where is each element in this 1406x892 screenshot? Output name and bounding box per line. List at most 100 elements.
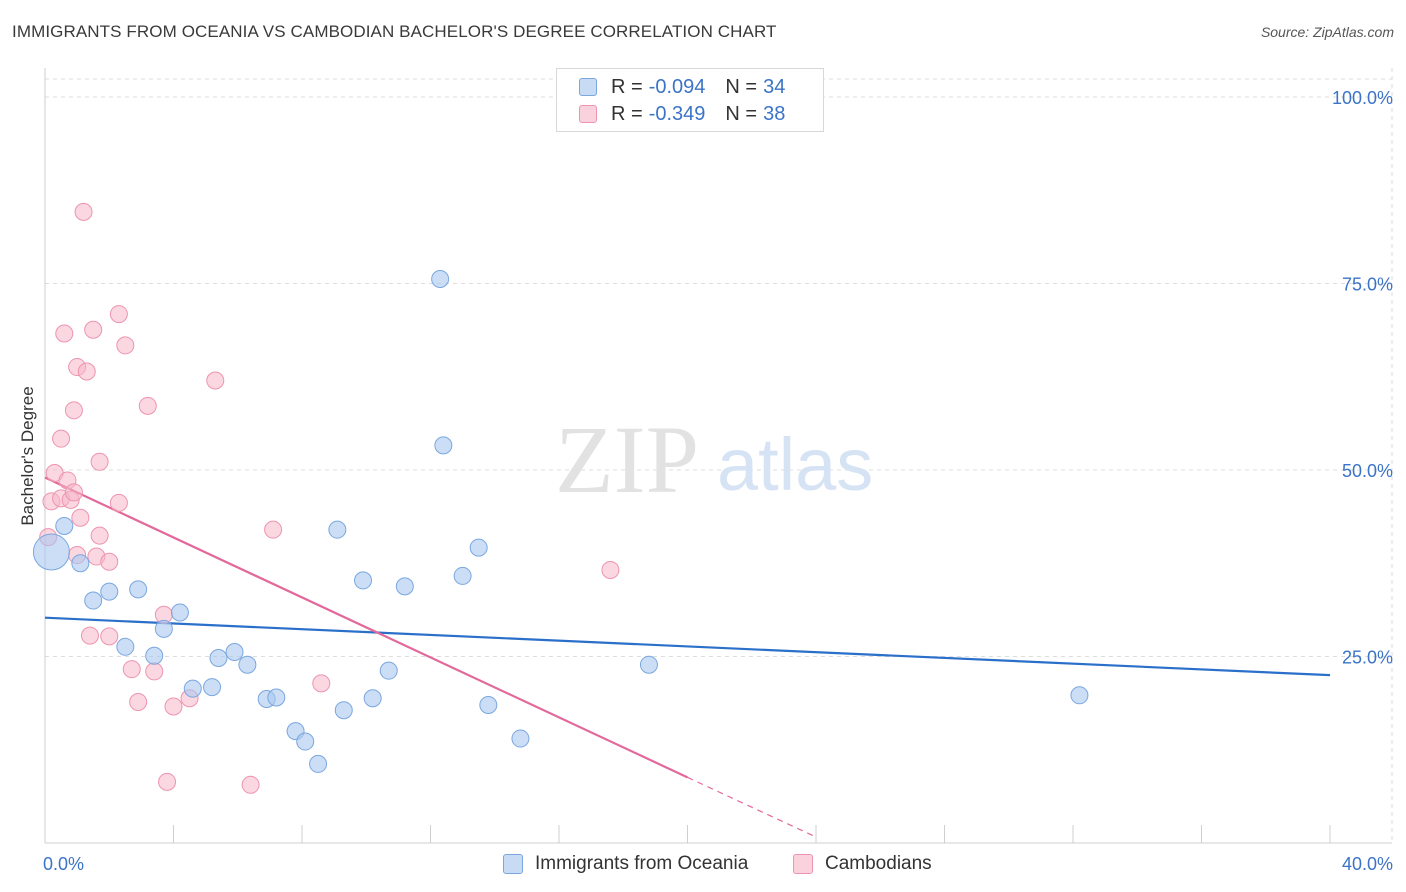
data-point-oceania <box>116 637 135 656</box>
data-point-oceania <box>639 655 658 674</box>
cambodians-points <box>39 202 620 794</box>
data-point-cambodians <box>64 483 83 502</box>
data-point-cambodians <box>164 697 183 716</box>
data-point-cambodians <box>100 627 119 646</box>
data-point-oceania <box>309 754 328 773</box>
trend-line-cambodians <box>44 476 688 779</box>
data-point-cambodians <box>71 508 90 527</box>
trend-lines <box>44 476 1331 838</box>
trend-line-oceania <box>44 616 1331 677</box>
data-point-oceania <box>170 603 189 622</box>
data-point-cambodians <box>241 775 260 794</box>
data-point-cambodians <box>116 336 135 355</box>
legend-n-label: N = <box>725 75 758 98</box>
data-point-cambodians <box>80 626 99 645</box>
legend-row-oceania: R = -0.094 N = 34 <box>579 74 785 100</box>
bottom-legend-swatch-cambodians <box>793 854 813 874</box>
data-point-cambodians <box>312 674 331 693</box>
legend-row-cambodians: R = -0.349 N = 38 <box>579 101 785 127</box>
data-point-cambodians <box>129 693 148 712</box>
data-point-oceania <box>328 520 347 539</box>
data-point-oceania <box>379 661 398 680</box>
data-point-oceania <box>354 571 373 590</box>
data-point-cambodians <box>145 662 164 681</box>
legend-n-value: 34 <box>763 75 786 98</box>
data-point-oceania <box>1070 686 1089 705</box>
data-point-oceania <box>479 695 498 714</box>
data-point-oceania <box>71 554 90 573</box>
data-point-oceania <box>183 679 202 698</box>
data-point-oceania <box>203 678 222 697</box>
legend-n-label: N = <box>725 102 758 125</box>
data-point-oceania <box>267 688 286 707</box>
legend-n-value: 38 <box>763 102 786 125</box>
data-point-cambodians <box>264 520 283 539</box>
data-point-oceania <box>145 646 164 665</box>
stats-legend: R = -0.094 N = 34 R = -0.349 N = 38 <box>556 68 824 132</box>
data-point-cambodians <box>90 452 109 471</box>
data-point-oceania <box>84 591 103 610</box>
legend-swatch-cambodians <box>579 105 597 123</box>
y-tick-label: 50.0% <box>1342 461 1393 481</box>
chart-source: Source: ZipAtlas.com <box>1260 24 1394 40</box>
legend-swatch-oceania <box>579 78 597 96</box>
bottom-legend-label-oceania: Immigrants from Oceania <box>535 853 749 874</box>
y-tick-label: 25.0% <box>1342 648 1393 668</box>
data-point-oceania <box>434 436 453 455</box>
y-tick-label: 100.0% <box>1332 88 1393 108</box>
data-point-cambodians <box>77 362 96 381</box>
bottom-legend-label-cambodians: Cambodians <box>825 853 932 874</box>
x-tick-label: 0.0% <box>43 854 84 874</box>
data-point-oceania <box>55 516 74 535</box>
bottom-legend-swatch-oceania <box>503 854 523 874</box>
data-point-cambodians <box>74 202 93 221</box>
tick-labels: 25.0% 50.0% 75.0% 100.0% 0.0% 40.0% <box>43 88 1393 874</box>
data-point-cambodians <box>138 396 157 415</box>
data-point-cambodians <box>158 772 177 791</box>
x-tick-label: 40.0% <box>1342 854 1393 874</box>
data-point-oceania <box>395 577 414 596</box>
watermark-zip: ZIP <box>555 406 699 513</box>
y-axis-label: Bachelor's Degree <box>18 386 37 525</box>
data-point-cambodians <box>100 552 119 571</box>
chart-title: IMMIGRANTS FROM OCEANIA VS CAMBODIAN BAC… <box>12 22 777 41</box>
watermark-atlas: atlas <box>717 423 873 506</box>
oceania-points <box>32 270 1089 773</box>
data-point-oceania <box>154 619 173 638</box>
data-point-oceania <box>129 580 148 599</box>
data-point-oceania <box>209 648 228 667</box>
data-point-cambodians <box>601 560 620 579</box>
data-point-cambodians <box>122 660 141 679</box>
legend-r-value: -0.349 <box>648 102 706 125</box>
data-point-cambodians <box>55 324 74 343</box>
data-point-oceania <box>453 566 472 585</box>
grid-lines <box>45 68 1393 843</box>
legend-r-label: R = <box>611 75 643 98</box>
data-point-oceania <box>511 729 530 748</box>
data-point-oceania <box>363 689 382 708</box>
data-point-oceania <box>238 655 257 674</box>
data-point-cambodians <box>84 320 103 339</box>
watermark: ZIP atlas <box>555 406 873 513</box>
bottom-legend-cambodians: Cambodians <box>793 852 932 876</box>
data-point-oceania <box>469 538 488 557</box>
y-tick-label: 75.0% <box>1342 275 1393 295</box>
data-point-cambodians <box>109 305 128 324</box>
axes <box>44 68 1392 844</box>
legend-r-value: -0.094 <box>648 75 706 98</box>
data-point-cambodians <box>64 401 83 420</box>
data-point-oceania <box>100 582 119 601</box>
data-point-oceania <box>32 533 70 571</box>
data-point-cambodians <box>52 429 71 448</box>
data-point-cambodians <box>206 371 225 390</box>
data-point-cambodians <box>109 493 128 512</box>
legend-r-label: R = <box>611 102 643 125</box>
data-point-oceania <box>225 643 244 662</box>
data-point-oceania <box>431 270 450 289</box>
data-point-oceania <box>334 701 353 720</box>
data-point-cambodians <box>90 526 109 545</box>
data-point-oceania <box>296 732 315 751</box>
bottom-legend-oceania: Immigrants from Oceania <box>503 852 748 876</box>
trend-line-cambodians-extension <box>687 776 817 838</box>
